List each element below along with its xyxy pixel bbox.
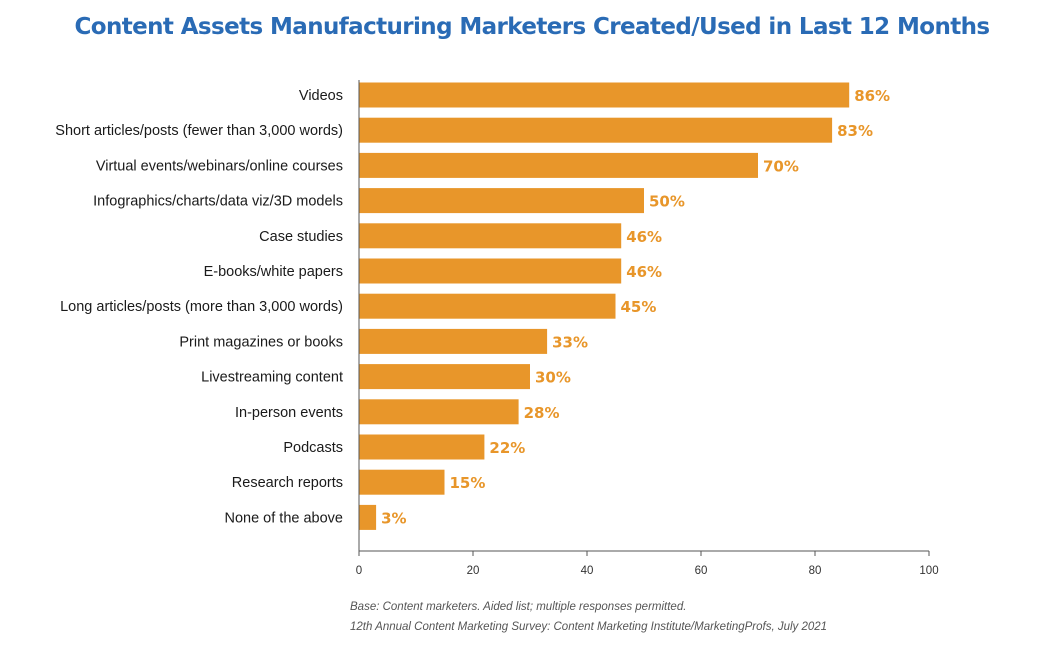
category-label: Videos: [299, 88, 343, 104]
x-tick-label: 60: [695, 565, 708, 577]
category-label: Case studies: [259, 229, 343, 245]
value-label: 22%: [489, 439, 525, 457]
category-label: Print magazines or books: [179, 334, 343, 350]
value-label: 45%: [621, 298, 657, 316]
value-label: 83%: [837, 122, 873, 140]
value-label: 50%: [649, 193, 685, 211]
category-label: None of the above: [224, 510, 343, 526]
bar: [359, 117, 833, 143]
value-label: 30%: [535, 369, 571, 387]
value-label: 3%: [381, 509, 406, 527]
bar: [359, 223, 622, 249]
x-tick-label: 40: [581, 565, 594, 577]
bar: [359, 504, 377, 530]
bar: [359, 399, 519, 425]
category-label: Long articles/posts (more than 3,000 wor…: [60, 299, 343, 315]
x-tick-label: 80: [809, 565, 822, 577]
category-label: Short articles/posts (fewer than 3,000 w…: [55, 123, 343, 139]
bar: [359, 188, 644, 214]
category-label: Virtual events/webinars/online courses: [96, 158, 343, 174]
value-label: 28%: [524, 404, 560, 422]
bar: [359, 258, 622, 284]
x-tick-label: 100: [919, 565, 938, 577]
bar: [359, 328, 548, 354]
category-label: Infographics/charts/data viz/3D models: [93, 194, 343, 210]
bars-layer: Videos 86% Short articles/posts (fewer tha…: [55, 82, 890, 530]
bar: [359, 469, 445, 495]
chart-title: Content Assets Manufacturing Marketers C…: [74, 14, 990, 40]
value-label: 46%: [626, 228, 662, 246]
category-label: E-books/white papers: [204, 264, 343, 280]
value-label: 33%: [552, 333, 588, 351]
footnote-base: Base: Content marketers. Aided list; mul…: [350, 601, 687, 613]
category-label: Podcasts: [283, 440, 343, 456]
x-tick-label: 20: [467, 565, 480, 577]
bar: [359, 82, 850, 108]
value-label: 86%: [854, 87, 890, 105]
value-label: 15%: [450, 474, 486, 492]
bar: [359, 293, 616, 319]
bar: [359, 434, 485, 460]
value-label: 46%: [626, 263, 662, 281]
bar: [359, 364, 530, 390]
category-label: Livestreaming content: [201, 370, 343, 386]
x-axis: 0 20 40 60 80 100: [356, 80, 939, 577]
bar: [359, 152, 758, 178]
category-label: In-person events: [235, 405, 343, 421]
x-tick-label: 0: [356, 565, 362, 577]
footnote-source: 12th Annual Content Marketing Survey: Co…: [350, 621, 828, 633]
value-label: 70%: [763, 157, 799, 175]
category-label: Research reports: [232, 475, 343, 491]
